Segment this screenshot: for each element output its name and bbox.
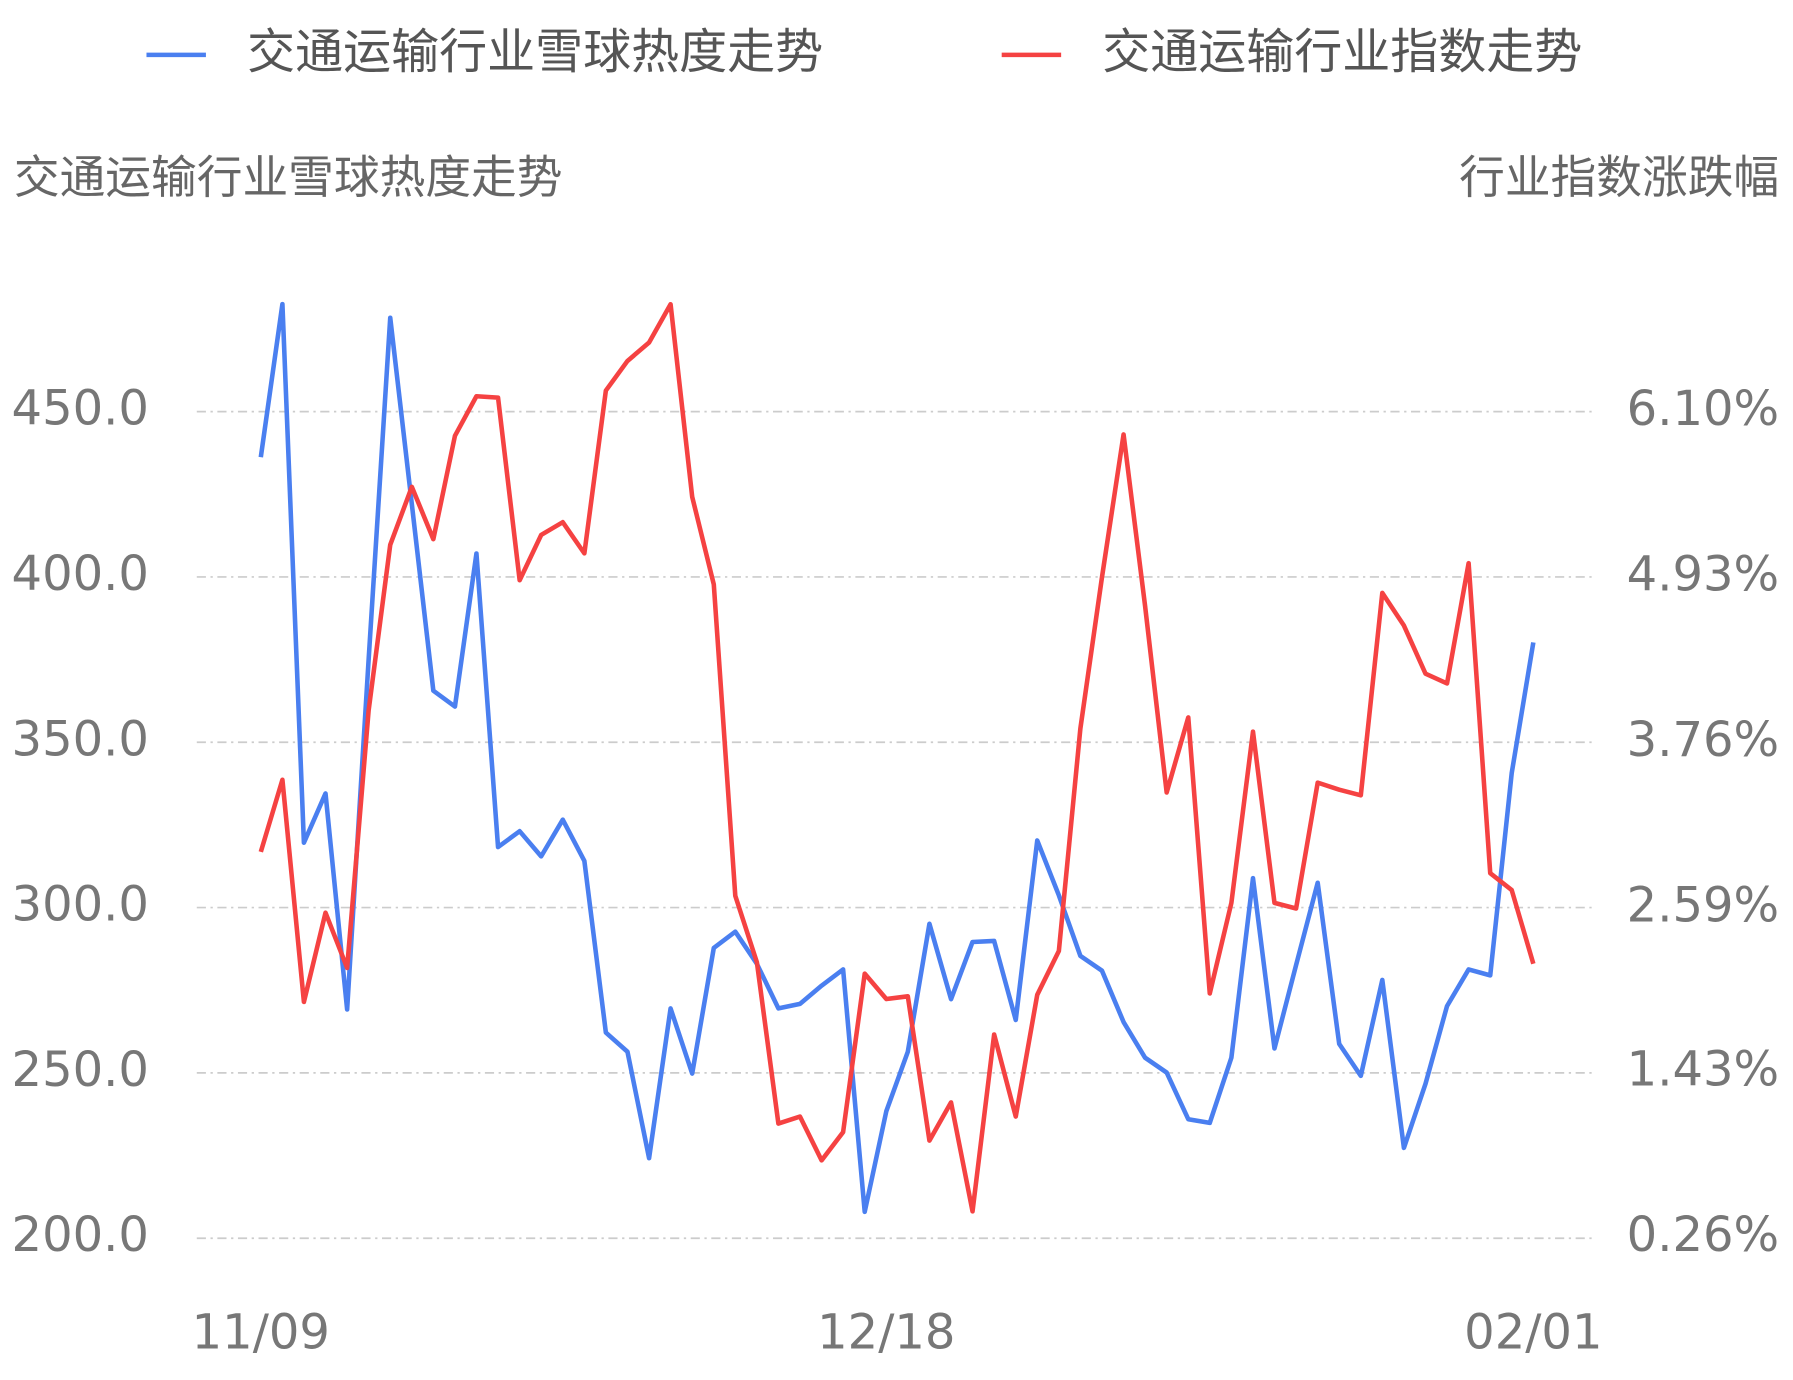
y2-tick-label: 1.43% xyxy=(1627,1042,1779,1098)
y2-tick-label: 2.59% xyxy=(1627,878,1779,934)
series-line xyxy=(258,301,1536,1214)
y-tick-label: 400.0 xyxy=(12,546,149,602)
x-tick-label: 11/09 xyxy=(192,1304,330,1360)
y2-axis-title: 行业指数涨跌幅 xyxy=(1459,151,1779,204)
y-tick-label: 450.0 xyxy=(12,381,149,437)
y-axis-title: 交通运输行业雪球热度走势 xyxy=(14,151,563,204)
legend-label: 交通运输行业雪球热度走势 xyxy=(247,24,823,80)
y-tick-label: 250.0 xyxy=(12,1042,149,1098)
x-tick-label: 12/18 xyxy=(817,1304,955,1360)
y-tick-label: 200.0 xyxy=(12,1207,149,1263)
y2-tick-label: 6.10% xyxy=(1627,381,1779,437)
y2-tick-label: 0.26% xyxy=(1627,1207,1779,1263)
legend-label: 交通运输行业指数走势 xyxy=(1102,24,1582,80)
series-line xyxy=(258,301,1536,1215)
y-tick-label: 350.0 xyxy=(12,711,149,767)
y2-tick-label: 4.93% xyxy=(1627,546,1779,602)
x-tick-label: 02/01 xyxy=(1464,1304,1602,1360)
y-tick-label: 300.0 xyxy=(12,877,149,933)
y2-tick-label: 3.76% xyxy=(1627,712,1779,768)
